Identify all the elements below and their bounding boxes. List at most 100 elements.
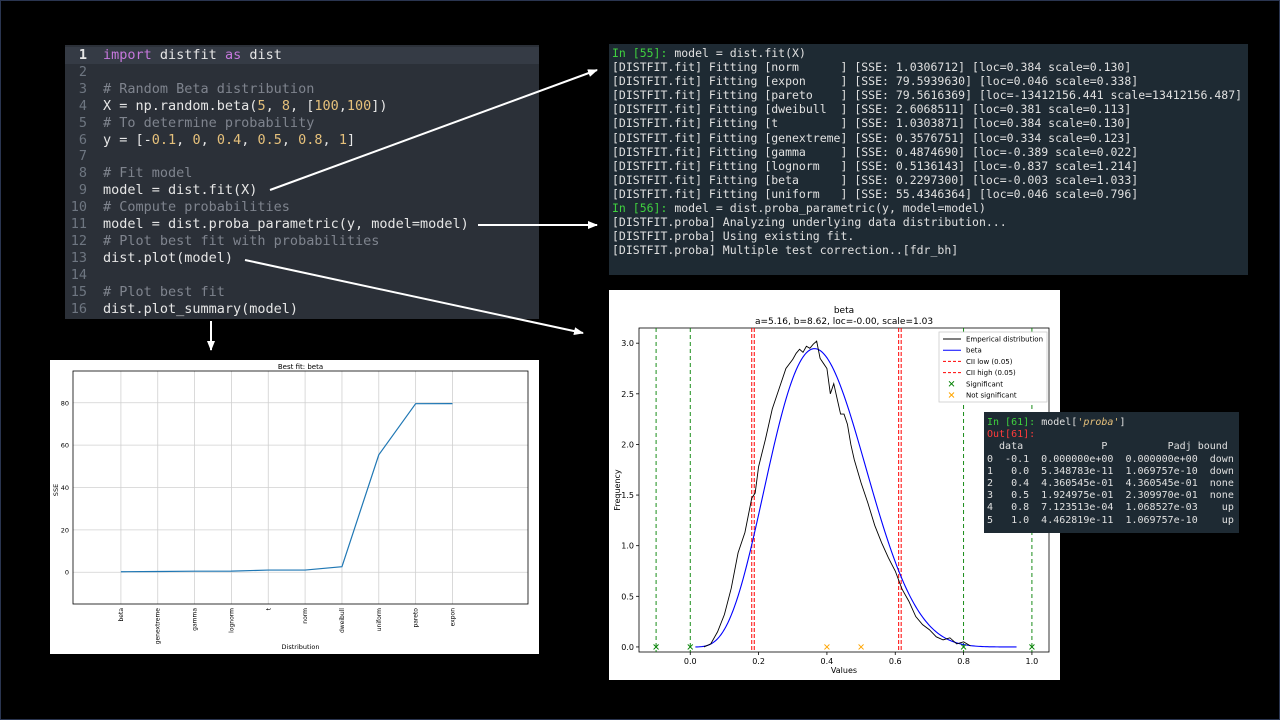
line-number: 2 xyxy=(78,63,87,80)
x-tick-label: uniform xyxy=(376,608,383,631)
code-text: dist.plot_summary(model) xyxy=(103,300,299,317)
fit-log-line: [DISTFIT.fit] Fitting [gamma ] [SSE: 0.4… xyxy=(612,144,1139,159)
code-line[interactable]: 12 # Plot best fit with probabilities xyxy=(65,233,539,250)
code-line[interactable]: 6 y = [-0.1, 0, 0.4, 0.5, 0.8, 1] xyxy=(65,132,539,149)
code-line[interactable]: 15 # Plot best fit xyxy=(65,284,539,301)
y-tick-label: 80 xyxy=(61,399,69,407)
x-tick-label: t xyxy=(265,607,272,610)
legend: Emperical distribution beta CII low (0.05)… xyxy=(938,331,1048,403)
proba-log-line: [DISTFIT.proba] Using existing fit. xyxy=(612,229,855,244)
y-tick-label: 2.5 xyxy=(621,390,634,399)
fit-log-line: [DISTFIT.fit] Fitting [norm ] [SSE: 1.03… xyxy=(612,60,1132,75)
line-number: 13 xyxy=(70,249,87,266)
y-tick-label: 2.0 xyxy=(621,440,634,449)
x-tick-label: 0.4 xyxy=(821,657,834,666)
proba-table-row: 4 0.8 7.123513e-04 1.068527e-03 up xyxy=(987,502,1234,514)
legend-entry: Significant xyxy=(966,380,1003,388)
code-editor[interactable]: 1 import distfit as dist 2 3 # Random Beta d… xyxy=(65,45,539,319)
code-line[interactable]: 9 model = dist.fit(X) xyxy=(65,182,539,199)
line-number: 5 xyxy=(78,114,87,131)
y-tick-label: 1.0 xyxy=(621,542,634,551)
x-tick-label: 0.2 xyxy=(752,657,765,666)
code-line[interactable]: 7 xyxy=(65,148,539,165)
line-number: 16 xyxy=(70,300,87,317)
code-line[interactable]: 11 model = dist.proba_parametric(y, model… xyxy=(65,216,539,233)
fit-log-line: [DISTFIT.fit] Fitting [beta ] [SSE: 0.22… xyxy=(612,172,1139,187)
y-tick-label: 0.0 xyxy=(621,643,634,652)
x-tick-label: beta xyxy=(118,608,125,622)
proba-table-row: 0 -0.1 0.000000e+00 0.000000e+00 down xyxy=(987,453,1234,465)
fit-log-line: [DISTFIT.fit] Fitting [pareto ] [SSE: 79… xyxy=(612,88,1243,103)
code-line[interactable]: 4 X = np.random.beta(5, 8, [100,100]) xyxy=(65,98,539,115)
line-number: 11 xyxy=(70,216,87,232)
fit-log-line: [DISTFIT.fit] Fitting [genextreme] [SSE:… xyxy=(612,130,1132,145)
fit-log-line: [DISTFIT.fit] Fitting [expon ] [SSE: 79.… xyxy=(612,74,1139,89)
x-tick-label: dweibull xyxy=(339,608,346,633)
proba-table-row: 1 0.0 5.348783e-11 1.069757e-10 down xyxy=(987,465,1234,477)
y-tick-label: 20 xyxy=(61,526,69,534)
code-text: import distfit as dist xyxy=(103,47,282,63)
x-axis-label: Values xyxy=(831,666,857,675)
command-fit: model = dist.fit(X) xyxy=(667,46,806,60)
code-text: # To determine probability xyxy=(103,114,315,131)
fit-log: [DISTFIT.fit] Fitting [norm ] [SSE: 1.03… xyxy=(612,60,1242,201)
code-text: model = dist.fit(X) xyxy=(103,182,258,199)
legend-entry: Not significant xyxy=(966,392,1017,400)
significant-marker xyxy=(1029,644,1035,650)
x-tick-label: lognorm xyxy=(228,608,235,633)
line-number: 12 xyxy=(70,232,87,249)
proba-table-console: In [61]: model['proba'] Out[61]: data P … xyxy=(984,412,1239,533)
y-tick-label: 3.0 xyxy=(621,339,634,348)
code-text: # Random Beta distribution xyxy=(103,80,315,97)
y-tick-label: 0.5 xyxy=(621,592,634,601)
significant-marker xyxy=(960,644,967,650)
x-tick-label: 0.8 xyxy=(957,657,970,666)
proba-table-rows: 0 -0.1 0.000000e+00 0.000000e+00 down 1 … xyxy=(987,454,1234,526)
legend-entry: beta xyxy=(966,347,982,355)
proba-table-row: 3 0.5 1.924975e-01 2.309970e-01 none xyxy=(987,490,1234,502)
line-number: 9 xyxy=(78,182,87,199)
y-tick-label: 60 xyxy=(61,442,69,450)
summary-chart-title: Best fit: beta xyxy=(278,363,323,371)
x-tick-label: 1.0 xyxy=(1026,657,1039,666)
y-axis-label: SSE xyxy=(52,484,60,496)
proba-table-row: 5 1.0 4.462819e-11 1.069757e-10 up xyxy=(987,514,1234,526)
code-line[interactable]: 1 import distfit as dist xyxy=(65,47,539,64)
prompt-in-61: In [61]: xyxy=(987,417,1036,428)
code-line[interactable]: 14 xyxy=(65,267,539,284)
code-line[interactable]: 16 dist.plot_summary(model) xyxy=(65,301,539,318)
fit-log-line: [DISTFIT.fit] Fitting [uniform ] [SSE: 5… xyxy=(612,186,1139,201)
code-line[interactable]: 3 # Random Beta distribution xyxy=(65,81,539,98)
code-text: # Plot best fit xyxy=(103,283,225,300)
x-tick-label: pareto xyxy=(413,608,420,628)
code-line[interactable]: 10 # Compute probabilities xyxy=(65,199,539,216)
command-proba-pre: model[ xyxy=(1035,417,1078,428)
legend-entry: CII low (0.05) xyxy=(966,358,1013,366)
code-line[interactable]: 2 xyxy=(65,64,539,81)
line-number: 6 xyxy=(78,131,87,148)
x-tick-label: expon xyxy=(449,608,456,627)
x-axis-label: Distribution xyxy=(282,643,320,651)
summary-chart: Best fit: beta 0 20 40 60 80 beta genextreme gam… xyxy=(52,363,529,651)
code-text: # Plot best fit with probabilities xyxy=(103,232,380,249)
code-text: dist.plot(model) xyxy=(103,249,234,266)
code-line[interactable]: 5 # To determine probability xyxy=(65,115,539,132)
proba-table-header: data P Padj bound xyxy=(987,441,1228,453)
line-number: 15 xyxy=(70,283,87,300)
significant-marker xyxy=(653,644,659,650)
legend-marker xyxy=(948,380,955,387)
legend-entry: Emperical distribution xyxy=(966,336,1043,344)
code-text: y = [-0.1, 0, 0.4, 0.5, 0.8, 1] xyxy=(103,131,356,148)
command-proba-arg: 'proba' xyxy=(1077,417,1120,428)
line-number: 8 xyxy=(78,165,87,182)
line-number: 1 xyxy=(78,47,87,63)
code-text: X = np.random.beta(5, 8, [100,100]) xyxy=(103,97,388,114)
code-line[interactable]: 8 # Fit model xyxy=(65,165,539,182)
proba-log-line: [DISTFIT.proba] Multiple test correction… xyxy=(612,243,959,258)
not-significant-marker xyxy=(858,644,864,650)
y-tick-label: 40 xyxy=(61,484,69,492)
legend-marker xyxy=(948,392,955,398)
proba-log-line: [DISTFIT.proba] Analyzing underlying dat… xyxy=(612,215,1007,230)
code-line[interactable]: 13 dist.plot(model) xyxy=(65,250,539,267)
not-significant-marker xyxy=(824,644,830,650)
